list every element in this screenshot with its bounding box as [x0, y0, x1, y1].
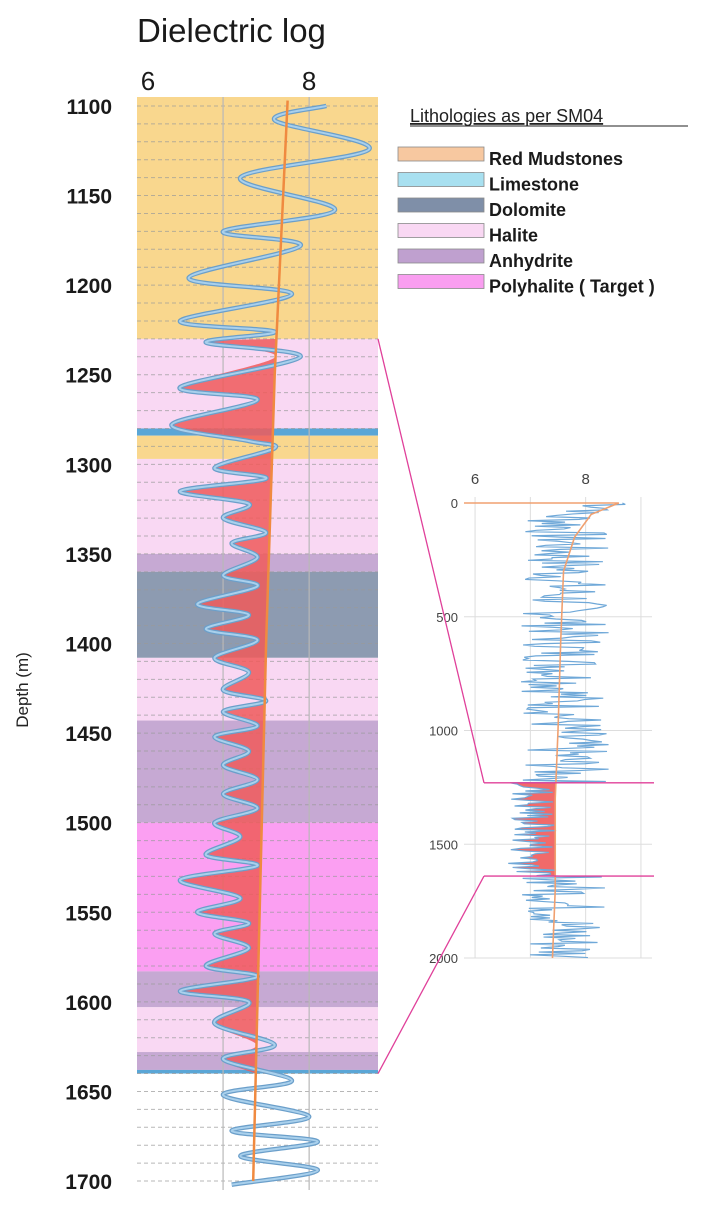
legend-label: Polyhalite ( Target ) — [489, 277, 655, 297]
dielectric-log-line — [170, 104, 371, 1186]
lithology-band — [137, 1052, 378, 1070]
y-tick-label: 1250 — [65, 365, 112, 388]
y-tick-label: 1300 — [65, 454, 112, 477]
legend-swatch — [397, 248, 485, 264]
legend-swatch — [397, 146, 485, 162]
polyhalite-shading — [171, 338, 277, 1074]
legend-swatch — [397, 172, 485, 187]
inset-y-tick-label: 0 — [451, 496, 458, 511]
y-tick-label: 1700 — [65, 1171, 112, 1194]
legend-swatch — [397, 223, 485, 238]
legend-swatch — [397, 274, 485, 289]
shaded-area — [171, 338, 277, 1074]
y-tick-label: 1350 — [65, 544, 112, 567]
legend-swatch — [397, 197, 485, 213]
inset-trend-line — [464, 502, 620, 959]
inset-y-ticks: 0 500 1000 1500 2000 — [429, 496, 458, 966]
legend-label: Limestone — [489, 175, 579, 195]
zoom-connector — [377, 338, 485, 1074]
trend-line — [251, 100, 289, 1182]
y-tick-label: 1150 — [66, 186, 112, 209]
y-tick-label: 1550 — [65, 902, 112, 925]
inset-y-tick-label: 1500 — [429, 837, 458, 852]
inset-y-tick-label: 500 — [436, 610, 458, 625]
inset-y-tick-label: 1000 — [429, 724, 458, 739]
inset-x-tick-label: 6 — [471, 471, 479, 488]
y-tick-label: 1100 — [66, 96, 112, 119]
inset-y-tick-label: 2000 — [429, 951, 458, 966]
legend-label: Anhydrite — [489, 251, 573, 271]
chart-title: Dielectric log — [137, 12, 326, 49]
x-tick-label: 8 — [302, 66, 316, 96]
legend: Red Mudstones Limestone Dolomite Halite Anhy… — [397, 146, 655, 297]
inset-log-line — [508, 502, 626, 959]
zoom-line-bottom — [377, 875, 485, 1074]
y-tick-label: 1650 — [65, 1081, 112, 1104]
main-series — [169, 100, 372, 1187]
y-axis-label: Depth (m) — [13, 652, 32, 728]
main-y-ticks: 1100 1150 1200 1250 1300 1350 1400 1450 1500 1550… — [65, 96, 112, 1194]
lithology-band — [137, 435, 378, 459]
y-tick-label: 1600 — [65, 992, 112, 1015]
inset-series — [464, 502, 654, 959]
y-tick-label: 1450 — [65, 723, 112, 746]
y-tick-label: 1500 — [65, 813, 112, 836]
y-tick-label: 1200 — [65, 275, 112, 298]
y-tick-label: 1400 — [65, 634, 112, 657]
legend-label: Dolomite — [489, 200, 566, 220]
x-tick-label: 6 — [141, 66, 155, 96]
legend-label: Halite — [489, 226, 538, 246]
zoom-line-top — [377, 338, 485, 783]
inset-x-tick-label: 8 — [581, 471, 589, 488]
legend-label: Red Mudstones — [489, 149, 623, 169]
legend-title: Lithologies as per SM04 — [410, 106, 603, 126]
